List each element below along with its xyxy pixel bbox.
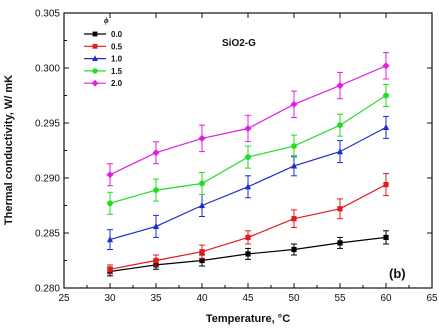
legend-label: 2.0 [111,79,123,88]
legend-label: 0.0 [111,30,123,39]
y-tick-label: 0.295 [35,119,60,130]
legend-item: 0.5 [84,42,123,51]
data-point [153,187,159,194]
data-point [383,92,389,99]
data-point [106,236,114,243]
legend-item: 1.0 [84,55,123,64]
x-tick-label: 65 [426,293,438,304]
data-point [244,124,252,133]
panel-label: (b) [389,266,406,281]
annotation-title: SiO2-G [222,38,256,49]
data-point [382,62,390,70]
legend-marker [92,55,98,61]
data-point [199,180,205,187]
x-tick-label: 45 [242,293,254,304]
data-point [337,240,343,246]
data-point [152,149,160,157]
legend-marker [92,68,98,74]
data-point [382,123,390,130]
data-point [245,234,251,240]
data-point [107,266,113,272]
data-point [337,206,343,212]
y-tick-label: 0.285 [35,229,60,240]
x-tick-label: 25 [58,293,70,304]
series-1-5 [107,84,389,215]
data-point [291,143,297,150]
data-point [336,82,344,90]
x-tick-label: 30 [104,293,116,304]
legend-item: 2.0 [84,79,123,88]
data-point [245,251,251,257]
data-point [291,246,297,253]
y-tick-label: 0.305 [35,9,60,20]
x-tick-label: 60 [380,293,392,304]
legend-title: ϕ [104,16,109,25]
data-point [107,200,113,207]
data-point [153,257,159,264]
series-2-0 [106,52,390,187]
legend-label: 1.5 [111,67,123,76]
x-axis-title: Temperature, °C [206,313,290,325]
data-point [106,171,114,179]
legend-marker [91,79,99,87]
data-point [337,122,343,129]
x-tick-label: 40 [196,293,208,304]
legend-marker [92,31,98,37]
data-point [290,162,298,169]
data-point [291,216,297,222]
legend-label: 1.0 [111,55,123,64]
legend-marker [92,43,98,49]
data-point [245,154,251,161]
data-point [152,222,160,229]
x-tick-label: 50 [288,293,300,304]
legend-item: 1.5 [84,67,123,76]
data-point [244,183,252,190]
data-point [199,257,205,264]
y-tick-label: 0.290 [35,174,60,185]
y-axis-title: Thermal conductivity, W/ mK [3,75,15,225]
x-tick-label: 55 [334,293,346,304]
legend-label: 0.5 [111,42,123,51]
data-point [199,249,205,255]
data-point [336,148,344,155]
data-point [290,100,298,108]
y-tick-label: 0.280 [35,284,60,295]
legend-item: 0.0 [84,30,123,39]
data-point [198,134,206,142]
x-tick-label: 35 [150,293,162,304]
data-point [383,182,389,188]
data-point [383,234,389,240]
series-0-5 [107,173,389,275]
data-point [198,201,206,209]
y-tick-label: 0.300 [35,64,60,75]
